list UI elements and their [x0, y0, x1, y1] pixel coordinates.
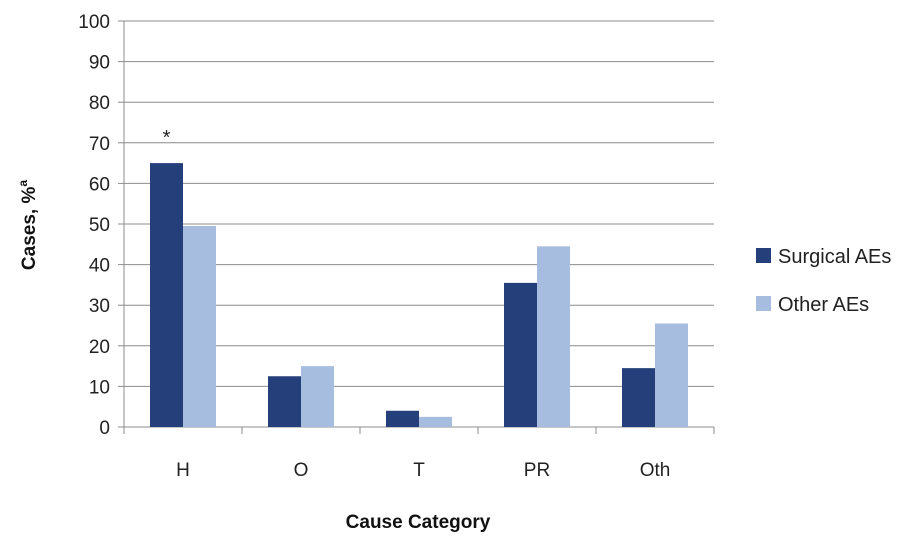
bar — [301, 366, 334, 427]
legend-swatch — [756, 248, 771, 263]
y-axis-title-main: Cases, % — [19, 187, 40, 271]
y-tick-label: 10 — [89, 377, 110, 398]
annotations: * — [163, 127, 171, 149]
gridlines — [124, 20, 714, 387]
legend-swatch — [756, 296, 771, 311]
bar — [268, 376, 301, 427]
bar — [537, 246, 570, 427]
significance-marker: * — [163, 127, 171, 149]
y-tick-label: 100 — [78, 12, 110, 33]
y-tick-label: 20 — [89, 337, 110, 358]
bars — [150, 163, 688, 427]
legend: Surgical AEs Other AEs — [756, 246, 891, 316]
bar — [150, 163, 183, 427]
x-axis-title: Cause Category — [346, 512, 491, 533]
bar — [622, 368, 655, 427]
x-tick-label: PR — [524, 460, 550, 481]
y-axis-title-superscript: a — [16, 180, 30, 187]
legend-label: Surgical AEs — [778, 246, 891, 268]
x-tick-label: T — [413, 460, 425, 481]
bar — [183, 226, 216, 427]
y-tick-label: 80 — [89, 93, 110, 114]
bar — [504, 282, 537, 427]
y-axis-title: Cases, %a — [16, 180, 40, 270]
y-tick-label: 60 — [89, 174, 110, 195]
y-tick-labels: 0 10 20 30 40 50 60 70 80 90 100 — [78, 12, 110, 439]
y-tick-label: 40 — [89, 256, 110, 277]
y-tick-label: 90 — [89, 53, 110, 74]
bar — [386, 410, 419, 427]
bar — [655, 323, 688, 427]
y-tick-label: 0 — [99, 418, 110, 439]
y-tick-label: 50 — [89, 215, 110, 236]
bar — [419, 416, 452, 427]
y-tick-label: 70 — [89, 134, 110, 155]
x-tick-label: Oth — [640, 460, 671, 481]
legend-label: Other AEs — [778, 294, 869, 316]
x-tick-label: H — [176, 460, 190, 481]
y-tick-label: 30 — [89, 296, 110, 317]
x-tick-labels: H O T PR Oth — [176, 460, 670, 481]
x-tick-label: O — [294, 460, 309, 481]
